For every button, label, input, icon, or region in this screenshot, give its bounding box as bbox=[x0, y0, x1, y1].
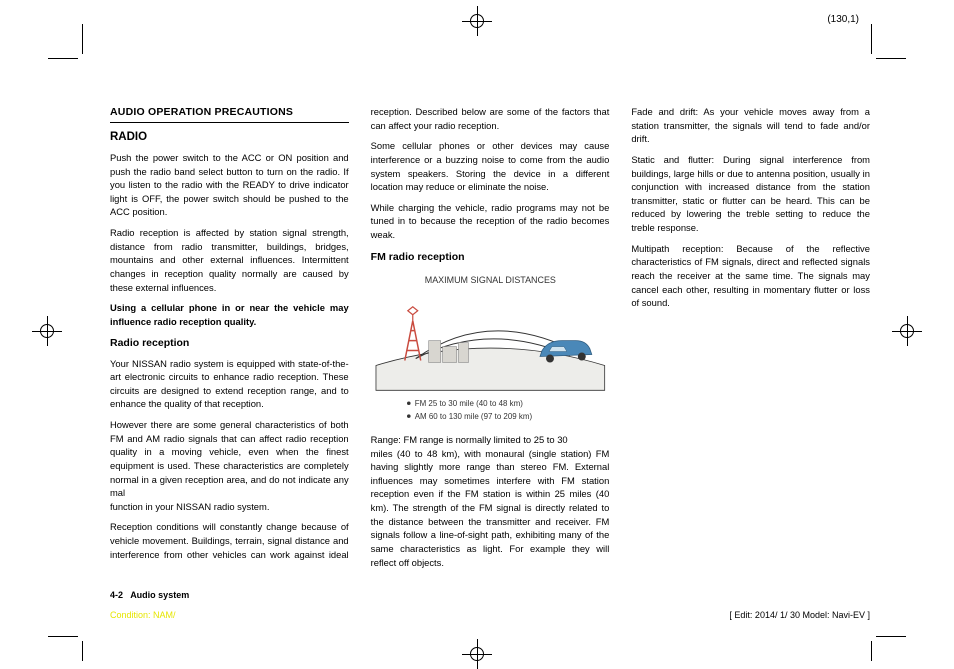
fm-title: FM radio reception bbox=[371, 250, 610, 265]
svg-text:FM 25 to 30 mile (40 to 48 km): FM 25 to 30 mile (40 to 48 km) bbox=[414, 399, 522, 408]
radio-title: RADIO bbox=[110, 129, 349, 146]
reg-mark-bottom bbox=[462, 639, 492, 669]
svg-text:AM 60 to 130 mile (97 to 209 k: AM 60 to 130 mile (97 to 209 km) bbox=[414, 412, 532, 421]
radio-p1: Push the power switch to the ACC or ON p… bbox=[110, 151, 349, 219]
page-number-value: 4-2 bbox=[110, 590, 123, 600]
fm-signal-figure: MAXIMUM SIGNAL DISTANCES bbox=[371, 271, 610, 425]
radio-reception-p2a: However there are some general character… bbox=[110, 418, 349, 500]
radio-reception-p4: Some cellular phones or other devices ma… bbox=[371, 139, 610, 194]
page-corner-label: (130,1) bbox=[827, 14, 859, 25]
fm-p4: Multipath reception: Because of the refl… bbox=[631, 242, 870, 310]
fm-p2: Fade and drift: As your vehicle moves aw… bbox=[631, 105, 870, 146]
fm-p1b: miles (40 to 48 km), with monaural (sing… bbox=[371, 447, 610, 570]
reg-mark-left bbox=[32, 316, 62, 346]
page-section-label: Audio system bbox=[130, 590, 189, 600]
fm-p3: Static and flutter: During signal interf… bbox=[631, 153, 870, 235]
radio-reception-p5: While charging the vehicle, radio progra… bbox=[371, 201, 610, 242]
radio-p3: Using a cellular phone in or near the ve… bbox=[110, 301, 349, 328]
condition-label: Condition: NAM/ bbox=[110, 610, 176, 620]
reg-mark-right bbox=[892, 316, 922, 346]
fm-p1a: Range: FM range is normally limited to 2… bbox=[371, 433, 610, 447]
edit-label: [ Edit: 2014/ 1/ 30 Model: Navi-EV ] bbox=[729, 610, 870, 620]
radio-reception-p2b: function in your NISSAN radio system. bbox=[110, 500, 349, 514]
radio-reception-title: Radio reception bbox=[110, 336, 349, 351]
section-title: AUDIO OPERATION PRECAUTIONS bbox=[110, 105, 349, 123]
page-number: 4-2 Audio system bbox=[110, 590, 189, 600]
radio-p2: Radio reception is affected by station s… bbox=[110, 226, 349, 294]
fig-caption: MAXIMUM SIGNAL DISTANCES bbox=[424, 275, 555, 285]
radio-reception-p1: Your NISSAN radio system is equipped wit… bbox=[110, 357, 349, 412]
page-body: AUDIO OPERATION PRECAUTIONS RADIO Push t… bbox=[110, 105, 870, 610]
reg-mark-top bbox=[462, 6, 492, 36]
